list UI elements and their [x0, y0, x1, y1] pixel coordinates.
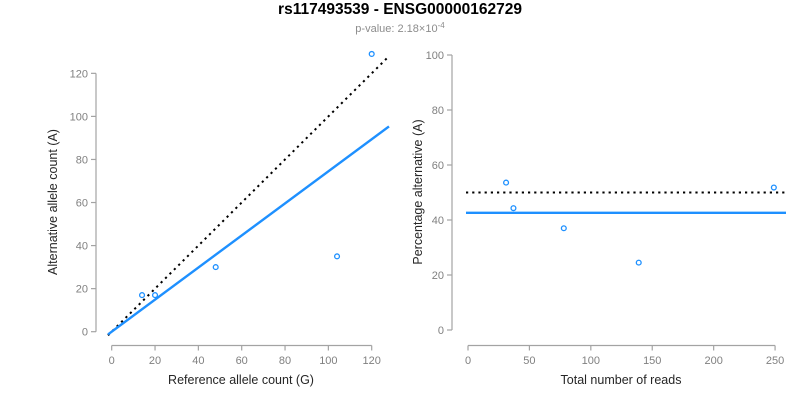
- y-tick-label: 80: [432, 105, 444, 117]
- y-tick-label: 60: [76, 198, 88, 210]
- x-tick-label: 250: [766, 355, 784, 367]
- right-scatter-plot: 0 50 100 150 200 250 0 20 40 60 80 100: [426, 50, 786, 367]
- data-point: [212, 264, 219, 271]
- y-tick-label: 0: [438, 325, 444, 337]
- data-point: [770, 184, 777, 191]
- data-point: [138, 292, 146, 299]
- x-tick-label: 200: [704, 355, 722, 367]
- fit-line: [107, 125, 390, 336]
- figure-subtitle: p-value: 2.18×10-4: [355, 21, 445, 35]
- subtitle-prefix: p-value: 2.18×10: [355, 23, 437, 35]
- data-point: [510, 205, 517, 212]
- data-point: [368, 50, 375, 58]
- right-plot-yaxis-title: Percentage alternative (A): [411, 119, 425, 264]
- x-tick-label: 40: [192, 355, 204, 367]
- x-tick-label: 100: [319, 355, 337, 367]
- x-tick-label: 60: [236, 355, 248, 367]
- left-scatter-plot: 0 20 40 60 80 100 120 0 20 40 60 80 100 120: [70, 50, 390, 367]
- left-plot-yaxis-title: Alternative allele count (A): [46, 129, 60, 275]
- x-tick-label: 0: [109, 355, 115, 367]
- x-tick-label: 80: [279, 355, 291, 367]
- data-point: [151, 292, 159, 299]
- x-tick-label: 20: [149, 355, 161, 367]
- x-tick-label: 0: [465, 355, 471, 367]
- y-tick-label: 80: [76, 154, 88, 166]
- y-tick-label: 40: [432, 215, 444, 227]
- data-point: [333, 253, 341, 260]
- data-point: [503, 179, 510, 186]
- y-tick-label: 20: [432, 270, 444, 282]
- x-tick-label: 100: [582, 355, 600, 367]
- x-tick-label: 150: [643, 355, 661, 367]
- subtitle-exponent: -4: [438, 21, 446, 30]
- y-tick-label: 0: [82, 327, 88, 339]
- figure-title: rs117493539 - ENSG00000162729: [278, 1, 522, 18]
- data-point: [560, 225, 567, 232]
- y-tick-label: 120: [70, 68, 88, 80]
- y-tick-label: 20: [76, 284, 88, 296]
- right-plot-xaxis-title: Total number of reads: [561, 373, 682, 387]
- identity-line: [107, 55, 390, 337]
- y-tick-label: 100: [426, 50, 444, 62]
- y-tick-label: 40: [76, 241, 88, 253]
- x-tick-label: 120: [363, 355, 381, 367]
- left-plot-xaxis-title: Reference allele count (G): [168, 373, 314, 387]
- x-tick-label: 50: [523, 355, 535, 367]
- y-tick-label: 60: [432, 160, 444, 172]
- y-tick-label: 100: [70, 111, 88, 123]
- data-point: [635, 259, 642, 266]
